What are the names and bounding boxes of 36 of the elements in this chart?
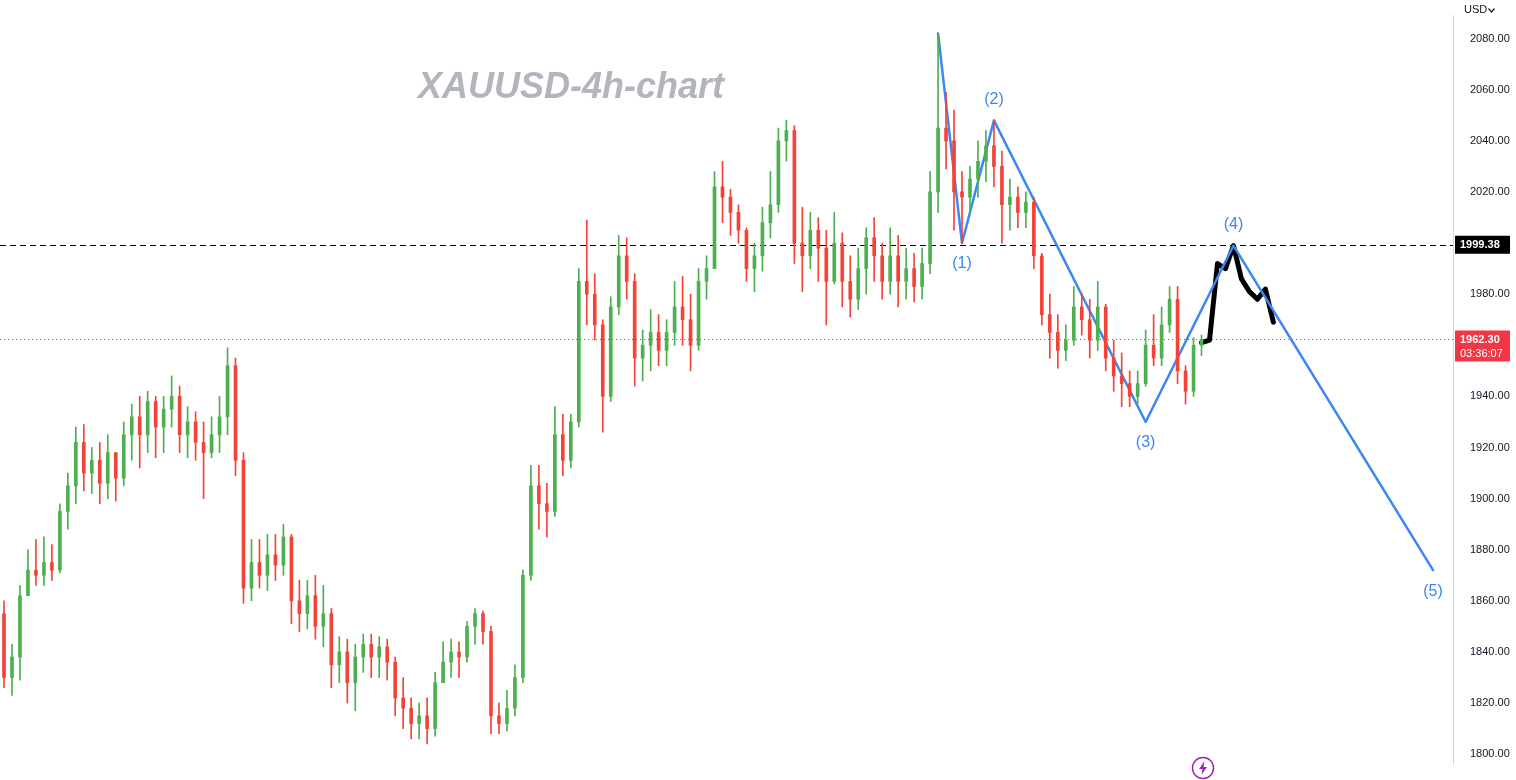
y-tick-label: 1840.00 [1470,644,1510,657]
annotation: (3) [1135,433,1156,451]
candlestick [1008,178,1012,231]
annotation: (1) [952,254,972,272]
y-tick-label: 2080.00 [1470,31,1510,44]
y-tick-label: 2060.00 [1470,82,1510,95]
candlestick [50,544,54,581]
annotation: (4) [1223,215,1244,233]
candlestick [34,539,38,586]
annotation: (5) [1423,581,1443,599]
y-tick-label: 2020.00 [1470,184,1510,197]
ref-line-label: 1962.30 [1460,332,1500,345]
candlestick [960,171,964,244]
y-tick-label: 1860.00 [1470,593,1510,606]
candlestick [377,636,382,678]
ref-line-label: 1999.38 [1460,238,1500,251]
candlestick [417,702,421,740]
text: XAUUSD-4h-chart [418,65,725,106]
candlestick [944,91,948,170]
candlestick [1119,352,1124,407]
y-tick-label: 1980.00 [1470,287,1510,300]
y-tick-label: 1920.00 [1470,440,1510,453]
y-tick-label: 1900.00 [1470,491,1510,504]
candlestick [137,396,142,469]
y-tick-label: 1940.00 [1470,389,1510,402]
text: 03:36:07 [1460,347,1503,360]
y-axis-title: USD [1464,3,1488,16]
y-tick-label: 2040.00 [1470,133,1510,146]
annotation: (2) [984,89,1004,107]
y-tick-label: 1880.00 [1470,542,1510,555]
candlestick [545,482,549,538]
candlestick [457,641,461,678]
y-tick-label: 1800.00 [1470,747,1510,760]
candlestick [584,219,589,326]
candlestick [401,677,405,729]
y-tick-label: 1820.00 [1470,696,1510,709]
